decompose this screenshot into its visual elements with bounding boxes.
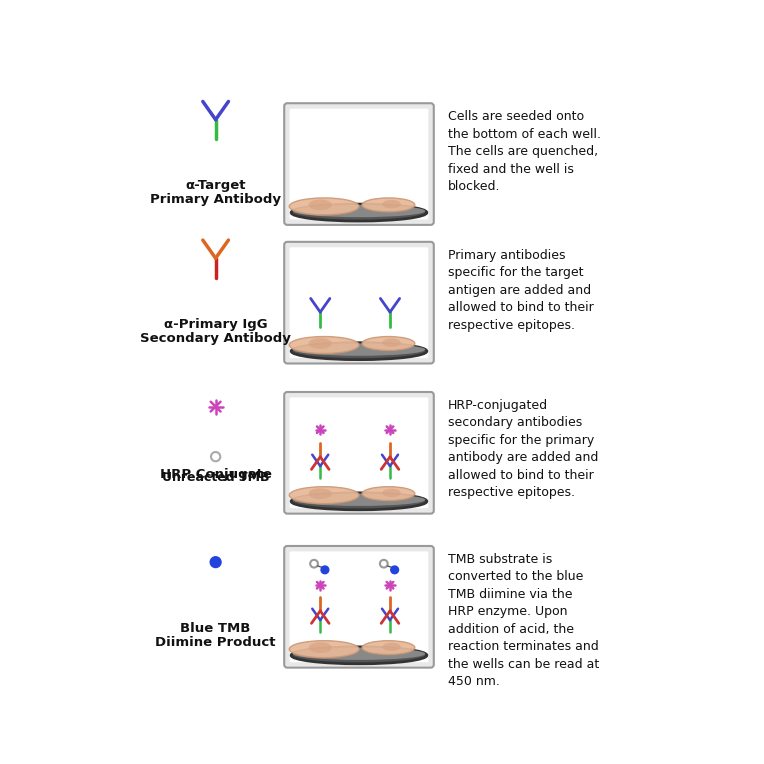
Ellipse shape [291,493,427,510]
FancyBboxPatch shape [284,546,434,668]
Ellipse shape [309,199,332,210]
FancyBboxPatch shape [284,392,434,513]
Text: Diimine Product: Diimine Product [155,636,276,649]
Ellipse shape [290,641,359,658]
Circle shape [321,566,329,574]
Text: α-Primary IgG: α-Primary IgG [163,318,267,331]
Ellipse shape [362,336,415,351]
Ellipse shape [382,489,401,497]
Circle shape [390,566,399,574]
Text: Blue TMB: Blue TMB [180,622,251,635]
Ellipse shape [290,198,359,215]
Ellipse shape [293,648,426,660]
Ellipse shape [291,647,427,664]
Ellipse shape [290,487,359,503]
Text: α-Target: α-Target [186,180,246,193]
FancyBboxPatch shape [290,248,429,358]
Ellipse shape [382,338,401,347]
Ellipse shape [309,643,332,653]
Ellipse shape [362,487,415,500]
Ellipse shape [362,198,415,212]
FancyBboxPatch shape [290,108,429,219]
Text: HRP Conjugate: HRP Conjugate [160,468,271,481]
Text: Primary Antibody: Primary Antibody [150,193,281,206]
Ellipse shape [382,643,401,651]
Ellipse shape [382,200,401,209]
Text: Unreacted TMB: Unreacted TMB [162,471,270,484]
Ellipse shape [293,494,426,506]
Ellipse shape [293,205,426,217]
Ellipse shape [293,344,426,356]
Ellipse shape [290,336,359,354]
Circle shape [210,557,221,568]
Ellipse shape [291,204,427,221]
Ellipse shape [291,343,427,360]
Text: Primary antibodies
specific for the target
antigen are added and
allowed to bind: Primary antibodies specific for the targ… [448,249,594,332]
FancyBboxPatch shape [290,397,429,508]
Ellipse shape [309,488,332,499]
FancyBboxPatch shape [290,552,429,662]
FancyBboxPatch shape [284,242,434,364]
Text: TMB substrate is
converted to the blue
TMB diimine via the
HRP enzyme. Upon
addi: TMB substrate is converted to the blue T… [448,553,600,688]
FancyBboxPatch shape [284,103,434,225]
Text: Cells are seeded onto
the bottom of each well.
The cells are quenched,
fixed and: Cells are seeded onto the bottom of each… [448,110,601,193]
Ellipse shape [362,641,415,655]
Text: HRP-conjugated
secondary antibodies
specific for the primary
antibody are added : HRP-conjugated secondary antibodies spec… [448,399,598,500]
Text: Secondary Antibody: Secondary Antibody [140,332,291,345]
Ellipse shape [309,338,332,349]
